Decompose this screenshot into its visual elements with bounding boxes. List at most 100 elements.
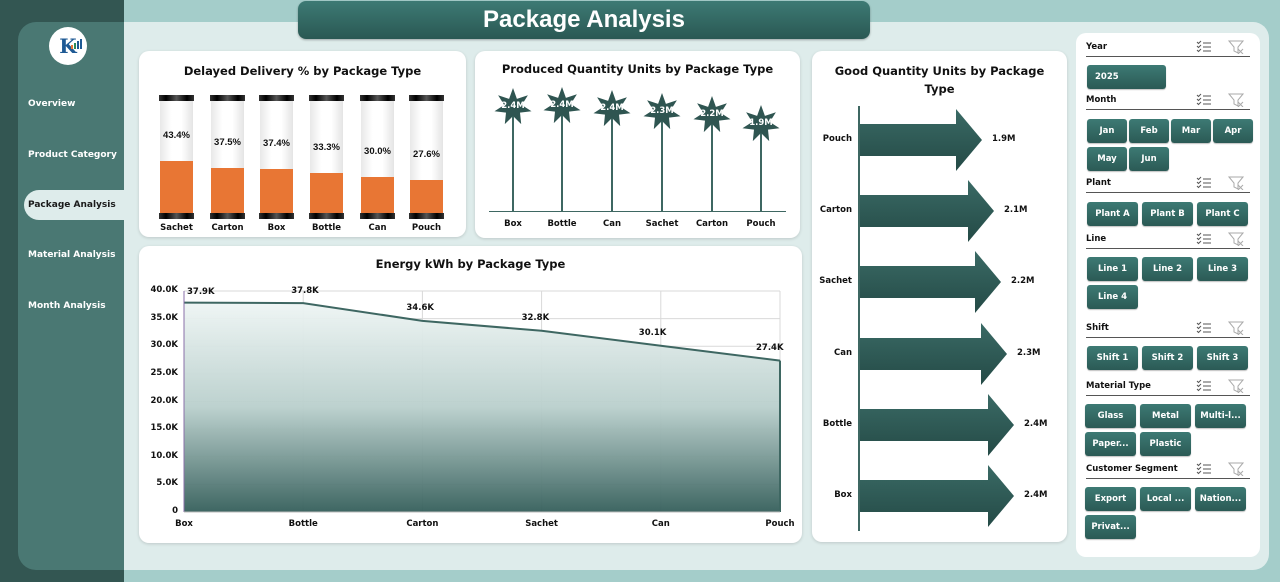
sidebar-item-package-analysis[interactable]: Package Analysis [24,190,124,220]
data-label: 2.1M [1004,205,1028,215]
slicer-option[interactable]: Plant B [1142,202,1193,226]
tube-cap-top [360,95,395,101]
x-axis-label: Bottle [311,223,342,233]
slicer-option[interactable]: Plastic [1140,432,1191,456]
tube-cap-top [259,95,294,101]
x-axis-label: Box [504,219,522,229]
slicer-option[interactable]: Jan [1087,119,1127,143]
slicer-title: Plant [1086,178,1111,188]
y-axis-label: Bottle [822,419,852,429]
slicer-option[interactable]: Paper... [1085,432,1136,456]
slicer-option[interactable]: Mar [1171,119,1211,143]
y-axis-label: Box [834,490,852,500]
x-axis-label: Pouch [411,223,442,233]
clear-filter-icon[interactable] [1227,232,1245,249]
slicer-option[interactable]: Export [1085,487,1136,511]
lollipop-stem [711,115,713,211]
star-marker-icon: 1.9M [741,104,781,144]
multi-select-icon[interactable] [1196,232,1212,248]
slicer-option[interactable]: May [1087,147,1127,171]
sidebar-item-product-category[interactable]: Product Category [28,150,117,160]
multi-select-icon[interactable] [1196,40,1212,56]
multi-select-icon[interactable] [1196,462,1212,478]
area-chart-svg [183,290,781,513]
y-axis-tick: 10.0K [150,450,178,461]
data-label: 27.6% [413,149,440,161]
slicer-option[interactable]: Apr [1213,119,1253,143]
slicer-option[interactable]: Jun [1129,147,1169,171]
data-label: 37.8K [291,286,319,297]
clear-filter-icon[interactable] [1227,93,1245,110]
chart-title: Produced Quantity Units by Package Type [501,62,774,76]
tube-cap-top [309,95,344,101]
y-axis-tick: 30.0K [150,340,178,351]
data-label: 2.3M [650,106,674,116]
lollipop-stem [760,124,762,211]
data-label: 2.4M [1024,490,1048,500]
slicer-option[interactable]: Shift 2 [1142,346,1193,370]
tube-bar: 43.4% [159,95,194,219]
slicer-header-month: Month [1086,92,1250,110]
slicer-option[interactable]: Shift 1 [1087,346,1138,370]
tube-bar: 33.3% [309,95,344,219]
x-axis-label: Bottle [547,219,577,229]
slicer-option[interactable]: Line 1 [1087,257,1138,281]
slicer-header-segment: Customer Segment [1086,461,1250,479]
slicer-option[interactable]: Plant A [1087,202,1138,226]
y-axis-tick: 35.0K [150,312,178,323]
data-label: 1.9M [992,134,1016,144]
slicer-option[interactable]: Line 4 [1087,285,1138,309]
slicer-option[interactable]: Feb [1129,119,1169,143]
slicer-option[interactable]: Plant C [1197,202,1248,226]
data-label: 1.9M [749,118,773,128]
slicer-option[interactable]: Line 3 [1197,257,1248,281]
clear-filter-icon[interactable] [1227,379,1245,396]
y-axis-tick: 20.0K [150,395,178,406]
tube-bar: 37.4% [259,95,294,219]
sidebar-item-month-analysis[interactable]: Month Analysis [28,301,106,311]
tube-cap-top [210,95,245,101]
data-label: 30.1K [638,327,667,338]
multi-select-icon[interactable] [1196,93,1212,109]
slicer-option[interactable]: Metal [1140,404,1191,428]
data-label: 2.4M [1024,419,1048,429]
multi-select-icon[interactable] [1196,321,1212,337]
x-axis-label: Can [368,223,387,233]
tube-fill [260,168,293,213]
tube-fill [310,173,343,213]
slicer-option[interactable]: 2025 [1087,65,1166,89]
slicer-title: Material Type [1086,381,1151,391]
data-label: 30.0% [364,146,391,158]
data-label: 37.5% [214,137,241,149]
y-axis-tick: 15.0K [150,423,178,434]
tube-bar: 30.0% [360,95,395,219]
good-quantity-chart: Good Quantity Units by Package Type Pouch… [812,51,1067,542]
tube-cap-bottom [210,213,245,219]
clear-filter-icon[interactable] [1227,321,1245,338]
page-title: Package Analysis [483,6,685,33]
clear-filter-icon[interactable] [1227,462,1245,479]
y-axis-label: Pouch [822,134,852,144]
slicer-option[interactable]: Nation... [1195,487,1246,511]
slicer-option[interactable]: Shift 3 [1197,346,1248,370]
clear-filter-icon[interactable] [1227,40,1245,57]
multi-select-icon[interactable] [1196,176,1212,192]
page-title-bar: Package Analysis [298,1,870,39]
chart-title: Energy kWh by Package Type [375,257,566,271]
slicer-option[interactable]: Multi-l... [1195,404,1246,428]
x-axis-label: Box [267,223,286,233]
tube-cap-bottom [259,213,294,219]
slicer-option[interactable]: Glass [1085,404,1136,428]
multi-select-icon[interactable] [1196,379,1212,395]
slicer-option[interactable]: Local ... [1140,487,1191,511]
tube-cap-bottom [360,213,395,219]
sidebar-item-overview[interactable]: Overview [28,99,76,109]
y-axis-label: Carton [819,205,852,215]
sidebar-item-material-analysis[interactable]: Material Analysis [28,250,116,260]
x-axis-label: Sachet [160,223,193,233]
slicer-title: Month [1086,95,1117,105]
slicer-option[interactable]: Privat... [1085,515,1136,539]
x-axis-label: Sachet [525,519,558,529]
slicer-option[interactable]: Line 2 [1142,257,1193,281]
clear-filter-icon[interactable] [1227,176,1245,193]
